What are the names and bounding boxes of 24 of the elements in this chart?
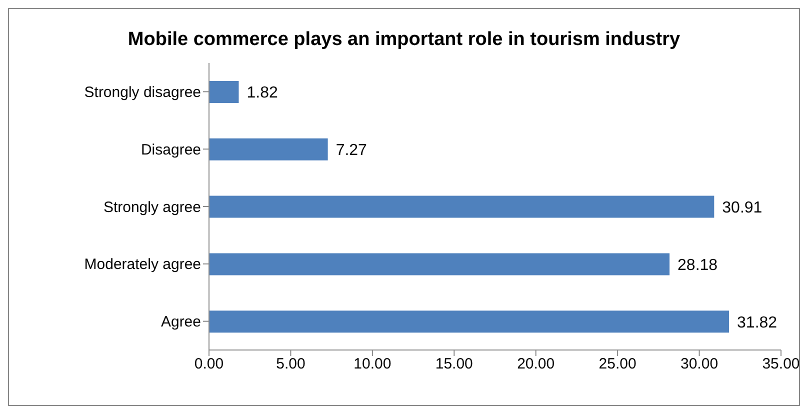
x-tick-label: 0.00 — [194, 356, 224, 373]
chart-title: Mobile commerce plays an important role in tourism industry — [126, 28, 682, 52]
y-tick-label: Agree — [160, 314, 201, 331]
data-label: 28.18 — [678, 256, 718, 274]
x-tick-label: 35.00 — [762, 356, 800, 373]
x-tick-label: 20.00 — [517, 356, 555, 373]
data-label: 7.27 — [336, 142, 368, 160]
x-tick-label: 15.00 — [435, 356, 473, 373]
bar — [209, 196, 714, 218]
bar — [209, 310, 730, 333]
y-tick-label: Strongly agree — [103, 198, 201, 216]
data-label: 31.82 — [737, 314, 778, 332]
y-tick-label: Strongly disagree — [84, 84, 201, 102]
x-tick-label: 25.00 — [598, 356, 636, 373]
data-label: 1.82 — [246, 84, 278, 102]
y-tick-label: Moderately agree — [84, 256, 201, 274]
x-tick-label: 10.00 — [354, 356, 392, 373]
bar — [209, 81, 239, 103]
x-tick-label: 30.00 — [680, 356, 718, 373]
data-label: 30.91 — [722, 199, 762, 216]
y-tick-label: Disagree — [140, 141, 201, 158]
bar — [209, 253, 670, 276]
x-tick-label: 5.00 — [276, 356, 306, 373]
bar — [209, 138, 328, 160]
